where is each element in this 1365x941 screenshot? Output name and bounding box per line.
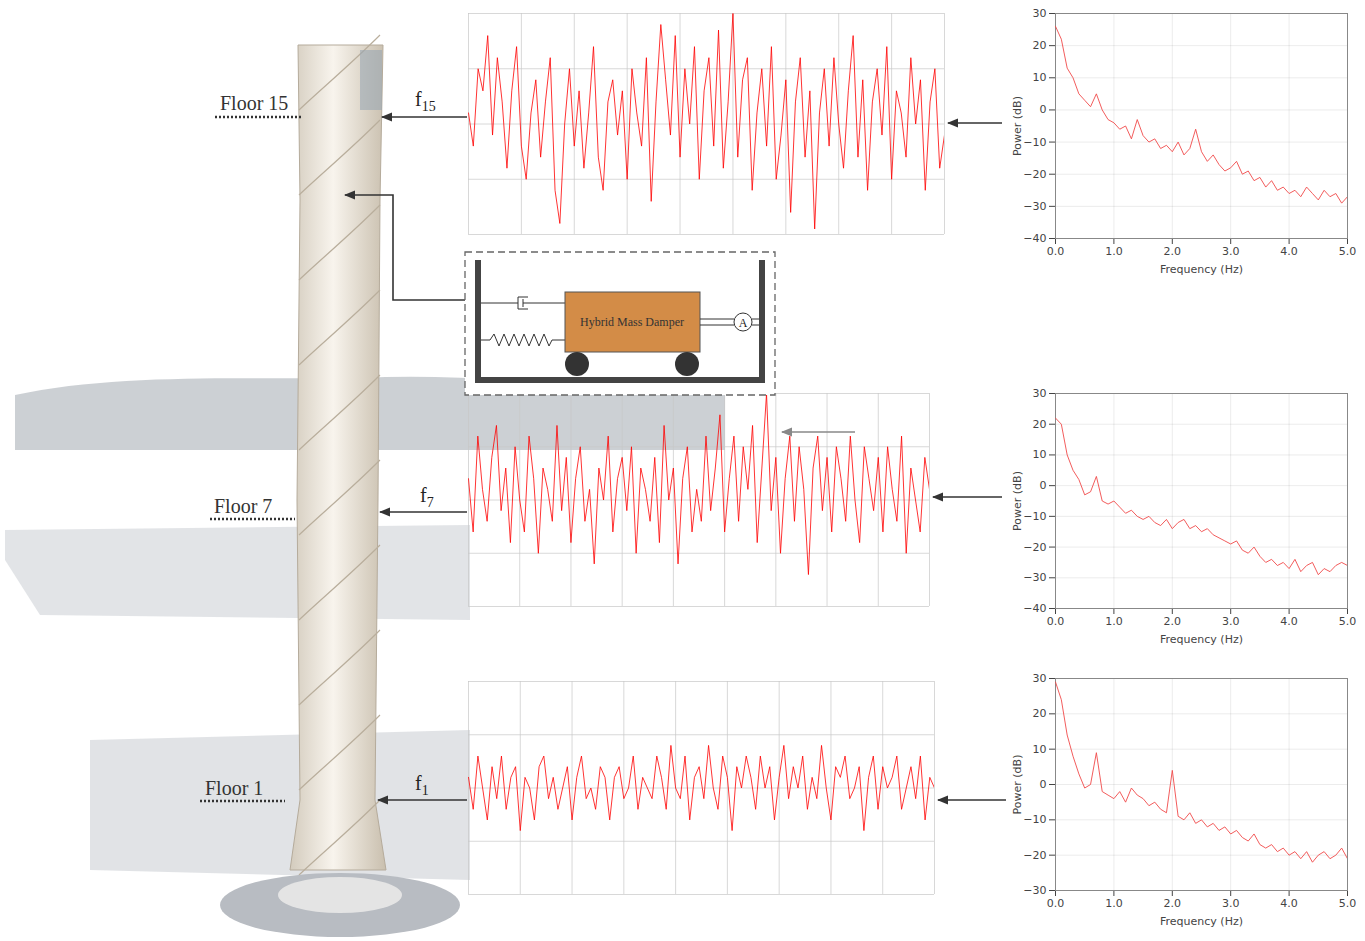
svg-text:30: 30 bbox=[1033, 7, 1047, 20]
svg-text:30: 30 bbox=[1033, 387, 1047, 400]
svg-text:−30: −30 bbox=[1023, 571, 1046, 584]
svg-text:Frequency (Hz): Frequency (Hz) bbox=[1160, 263, 1243, 276]
svg-text:3.0: 3.0 bbox=[1222, 615, 1240, 628]
svg-text:−40: −40 bbox=[1023, 232, 1046, 245]
svg-text:0: 0 bbox=[1040, 778, 1047, 791]
svg-text:−20: −20 bbox=[1023, 168, 1046, 181]
svg-text:−30: −30 bbox=[1023, 200, 1046, 213]
svg-text:20: 20 bbox=[1033, 39, 1047, 52]
svg-text:0: 0 bbox=[1040, 103, 1047, 116]
svg-text:4.0: 4.0 bbox=[1280, 245, 1298, 258]
svg-text:4.0: 4.0 bbox=[1280, 897, 1298, 910]
svg-text:4.0: 4.0 bbox=[1280, 615, 1298, 628]
svg-text:5.0: 5.0 bbox=[1339, 245, 1357, 258]
svg-text:2.0: 2.0 bbox=[1164, 245, 1182, 258]
svg-text:20: 20 bbox=[1033, 707, 1047, 720]
svg-text:0: 0 bbox=[1040, 479, 1047, 492]
svg-text:−20: −20 bbox=[1023, 849, 1046, 862]
svg-text:Floor 15: Floor 15 bbox=[220, 92, 288, 114]
svg-text:5.0: 5.0 bbox=[1339, 897, 1357, 910]
svg-text:Floor 1: Floor 1 bbox=[205, 777, 263, 799]
svg-text:10: 10 bbox=[1033, 448, 1047, 461]
svg-text:−40: −40 bbox=[1023, 602, 1046, 615]
svg-text:5.0: 5.0 bbox=[1339, 615, 1357, 628]
svg-text:10: 10 bbox=[1033, 71, 1047, 84]
svg-text:f15: f15 bbox=[415, 88, 436, 114]
svg-text:2.0: 2.0 bbox=[1164, 615, 1182, 628]
svg-text:Power (dB): Power (dB) bbox=[1011, 96, 1024, 156]
svg-text:f1: f1 bbox=[415, 772, 429, 798]
svg-text:Hybrid Mass Damper: Hybrid Mass Damper bbox=[580, 315, 684, 329]
svg-text:Floor 7: Floor 7 bbox=[214, 495, 272, 517]
svg-text:Power (dB): Power (dB) bbox=[1011, 471, 1024, 531]
svg-text:0.0: 0.0 bbox=[1047, 897, 1065, 910]
svg-text:3.0: 3.0 bbox=[1222, 897, 1240, 910]
svg-text:Frequency (Hz): Frequency (Hz) bbox=[1160, 915, 1243, 928]
svg-text:10: 10 bbox=[1033, 743, 1047, 756]
svg-text:2.0: 2.0 bbox=[1164, 897, 1182, 910]
svg-text:0.0: 0.0 bbox=[1047, 245, 1065, 258]
svg-text:Frequency (Hz): Frequency (Hz) bbox=[1160, 633, 1243, 646]
svg-text:−10: −10 bbox=[1023, 510, 1046, 523]
svg-text:1.0: 1.0 bbox=[1105, 897, 1123, 910]
svg-text:−20: −20 bbox=[1023, 541, 1046, 554]
svg-text:A: A bbox=[739, 316, 748, 330]
svg-text:−10: −10 bbox=[1023, 813, 1046, 826]
svg-text:0.0: 0.0 bbox=[1047, 615, 1065, 628]
svg-text:−30: −30 bbox=[1023, 884, 1046, 897]
svg-text:1.0: 1.0 bbox=[1105, 245, 1123, 258]
svg-text:30: 30 bbox=[1033, 672, 1047, 685]
svg-text:f7: f7 bbox=[420, 484, 434, 510]
svg-text:3.0: 3.0 bbox=[1222, 245, 1240, 258]
svg-text:1.0: 1.0 bbox=[1105, 615, 1123, 628]
svg-text:−10: −10 bbox=[1023, 136, 1046, 149]
svg-text:Power (dB): Power (dB) bbox=[1011, 755, 1024, 815]
svg-text:20: 20 bbox=[1033, 418, 1047, 431]
